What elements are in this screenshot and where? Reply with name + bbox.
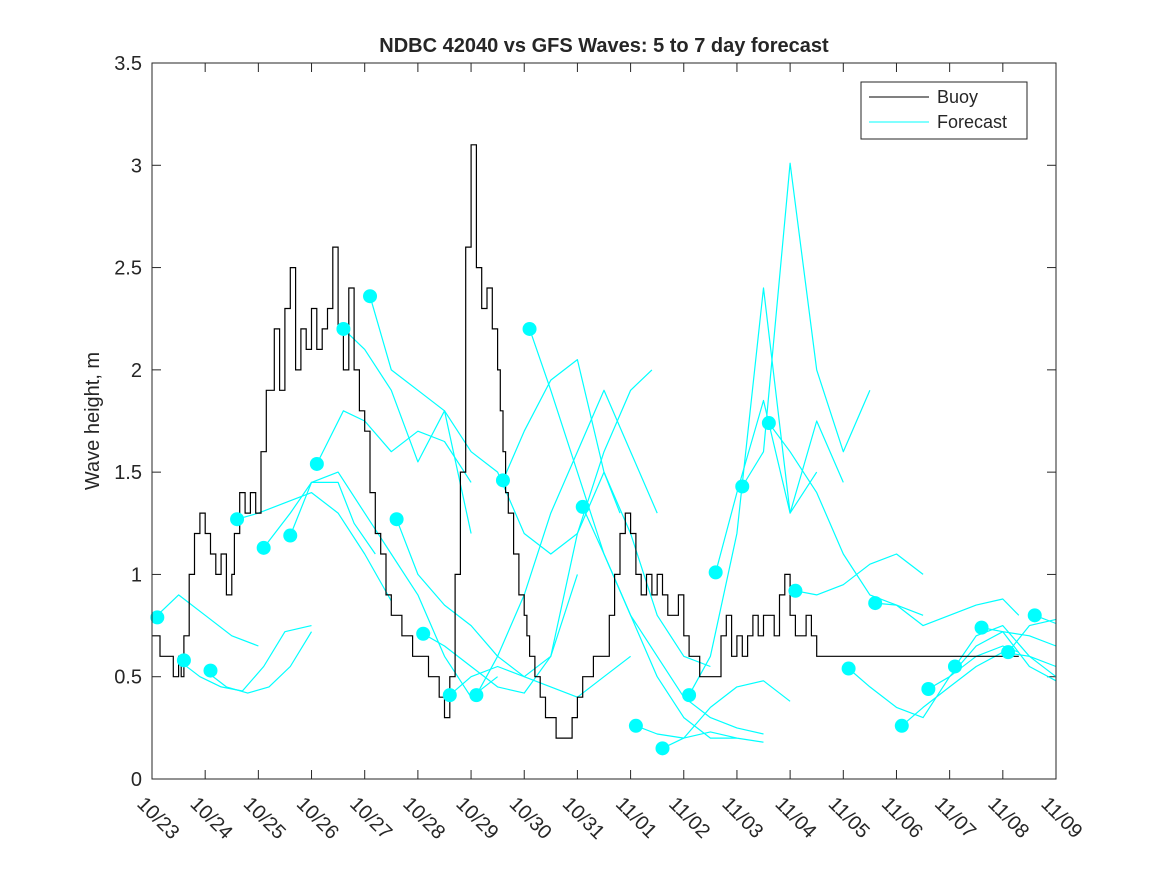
legend-label-forecast: Forecast — [937, 112, 1007, 132]
y-axis: 0 0.5 1 1.5 2 2.5 3 3.5 — [114, 53, 1056, 791]
legend-label-buoy: Buoy — [937, 87, 978, 107]
forecast-start-marker — [283, 528, 298, 543]
forecast-line — [928, 631, 1057, 690]
plot-area-fill — [152, 63, 1056, 779]
forecast-start-marker — [522, 321, 537, 336]
plot-area — [152, 63, 1056, 779]
forecast-line — [396, 518, 631, 698]
chart-title: NDBC 42040 vs GFS Waves: 5 to 7 day fore… — [379, 35, 829, 57]
forecast-start-marker — [469, 688, 484, 703]
y-tick-label: 0.5 — [114, 667, 142, 689]
y-axis-label: Wave height, m — [82, 352, 104, 490]
forecast-line — [156, 594, 259, 647]
forecast-start-marker — [203, 663, 218, 678]
marker-layer — [150, 289, 1042, 756]
forecast-start-marker — [336, 321, 351, 336]
forecast-start-marker — [389, 512, 404, 527]
axes-frame — [151, 62, 1057, 780]
y-tick-label: 3.5 — [114, 53, 142, 75]
forecast-line — [741, 162, 871, 487]
forecast-start-marker — [894, 718, 909, 733]
series-layer — [152, 144, 1057, 749]
forecast-start-marker — [761, 416, 776, 431]
forecast-start-marker — [682, 688, 697, 703]
forecast-start-marker — [974, 620, 989, 635]
y-tick-label: 2 — [131, 360, 142, 382]
axes-box — [151, 62, 1057, 780]
forecast-start-marker — [735, 479, 750, 494]
legend-box — [860, 81, 1028, 140]
forecast-start-marker — [1027, 608, 1042, 623]
forecast-line — [981, 627, 1057, 682]
forecast-start-marker — [150, 610, 165, 625]
forecast-start-marker — [921, 681, 936, 696]
forecast-line — [204, 631, 313, 694]
y-tick-label: 0 — [131, 769, 142, 791]
forecast-start-marker — [655, 741, 670, 756]
forecast-line — [342, 328, 472, 534]
forecast-line — [662, 680, 791, 749]
forecast-line — [688, 287, 818, 696]
forecast-line — [263, 481, 376, 555]
legend: Buoy Forecast — [860, 81, 1028, 140]
forecast-start-marker — [256, 540, 271, 555]
forecast-start-marker — [176, 653, 191, 668]
forecast-start-marker — [841, 661, 856, 676]
forecast-start-marker — [363, 289, 378, 304]
forecast-start-marker — [708, 565, 723, 580]
forecast-line — [954, 624, 1057, 678]
forecast-line — [502, 359, 711, 668]
forecast-line — [449, 369, 653, 696]
forecast-line — [475, 389, 658, 696]
buoy-line — [152, 144, 1019, 739]
forecast-start-marker — [495, 473, 510, 488]
forecast-line — [582, 506, 764, 735]
forecast-start-marker — [442, 688, 457, 703]
y-tick-label: 1.5 — [114, 462, 142, 484]
forecast-start-marker — [868, 596, 883, 611]
forecast-start-marker — [628, 718, 643, 733]
forecast-start-marker — [788, 583, 803, 598]
forecast-start-marker — [947, 659, 962, 674]
forecast-line — [369, 296, 621, 555]
forecast-line — [316, 410, 472, 483]
forecast-start-marker — [575, 499, 590, 514]
forecast-start-marker — [309, 456, 324, 471]
forecast-start-marker — [1001, 645, 1016, 660]
forecast-line — [635, 725, 764, 743]
y-tick-label: 2.5 — [114, 258, 142, 280]
forecast-line — [875, 598, 1020, 627]
forecast-start-marker — [230, 512, 245, 527]
y-tick-label: 3 — [131, 155, 142, 177]
forecast-line — [795, 553, 924, 596]
forecast-line — [1007, 618, 1057, 653]
y-tick-label: 1 — [131, 564, 142, 586]
forecast-start-marker — [416, 626, 431, 641]
forecast-line — [715, 399, 844, 573]
